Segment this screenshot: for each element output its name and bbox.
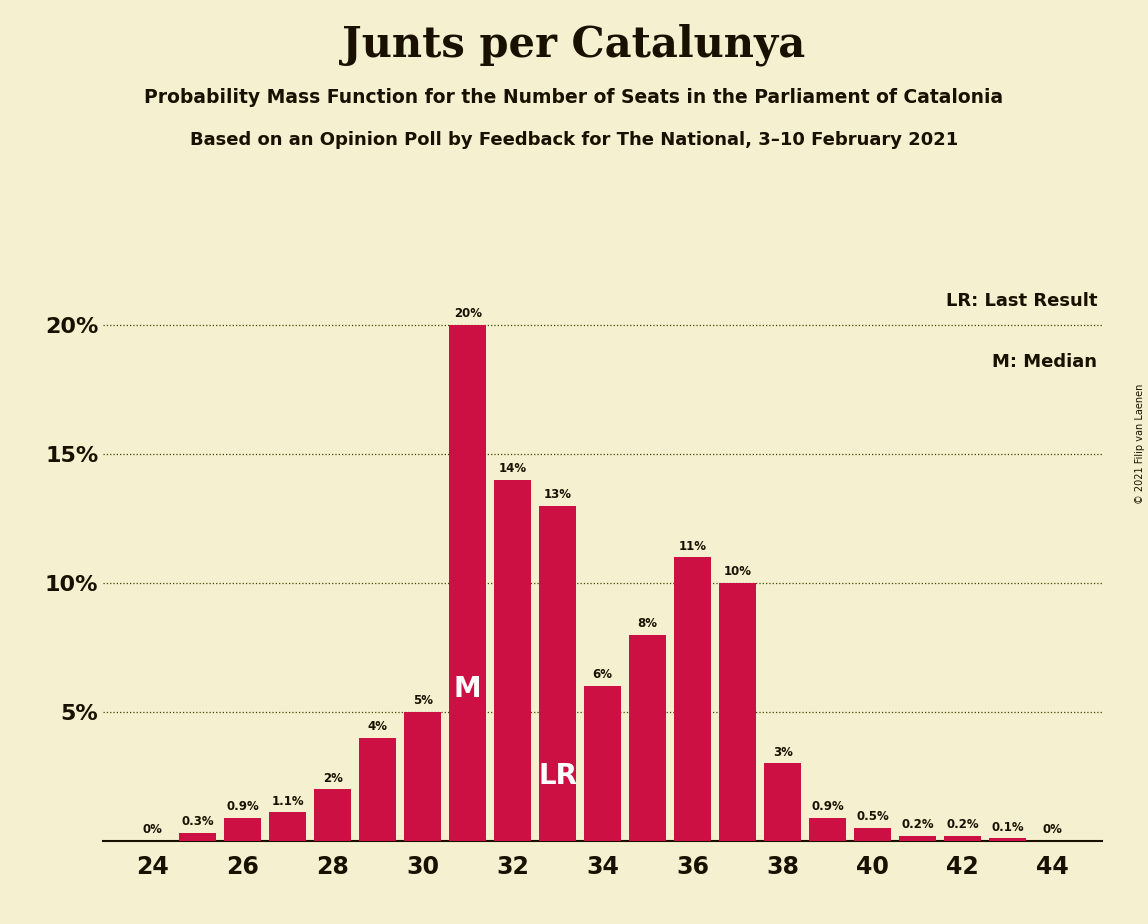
Text: 1.1%: 1.1% [271, 795, 304, 808]
Bar [854, 828, 891, 841]
Text: Probability Mass Function for the Number of Seats in the Parliament of Catalonia: Probability Mass Function for the Number… [145, 88, 1003, 107]
Text: 4%: 4% [367, 720, 388, 733]
Text: 10%: 10% [723, 565, 752, 578]
Bar [809, 818, 846, 841]
Bar [404, 711, 441, 841]
Text: Junts per Catalunya: Junts per Catalunya [342, 23, 806, 66]
Bar [899, 835, 936, 841]
Bar [449, 325, 487, 841]
Bar [540, 505, 576, 841]
Text: 0.3%: 0.3% [181, 816, 215, 829]
Bar [720, 583, 757, 841]
Text: 0.5%: 0.5% [856, 810, 889, 823]
Text: 14%: 14% [498, 462, 527, 475]
Text: 0%: 0% [142, 823, 163, 836]
Text: M: M [453, 675, 481, 703]
Bar [270, 812, 307, 841]
Text: 6%: 6% [592, 668, 613, 682]
Text: 8%: 8% [637, 617, 658, 630]
Bar [674, 557, 711, 841]
Text: M: Median: M: Median [992, 353, 1097, 371]
Text: © 2021 Filip van Laenen: © 2021 Filip van Laenen [1135, 383, 1145, 504]
Text: 11%: 11% [678, 540, 707, 553]
Text: Based on an Opinion Poll by Feedback for The National, 3–10 February 2021: Based on an Opinion Poll by Feedback for… [189, 131, 959, 149]
Bar [990, 838, 1026, 841]
Bar [179, 833, 216, 841]
Text: 0.1%: 0.1% [991, 821, 1024, 833]
Bar [224, 818, 262, 841]
Text: 13%: 13% [544, 488, 572, 501]
Bar [629, 635, 666, 841]
Text: LR: LR [538, 762, 577, 790]
Bar [359, 737, 396, 841]
Bar [495, 480, 532, 841]
Text: 0%: 0% [1042, 823, 1063, 836]
Text: 0.9%: 0.9% [812, 800, 844, 813]
Bar [315, 789, 351, 841]
Text: 0.9%: 0.9% [226, 800, 259, 813]
Bar [765, 763, 801, 841]
Text: 0.2%: 0.2% [901, 818, 934, 831]
Text: 5%: 5% [413, 694, 433, 707]
Text: LR: Last Result: LR: Last Result [946, 292, 1097, 310]
Bar [584, 687, 621, 841]
Bar [944, 835, 982, 841]
Text: 2%: 2% [323, 772, 343, 784]
Text: 3%: 3% [773, 746, 792, 759]
Text: 20%: 20% [453, 308, 482, 321]
Text: 0.2%: 0.2% [946, 818, 979, 831]
